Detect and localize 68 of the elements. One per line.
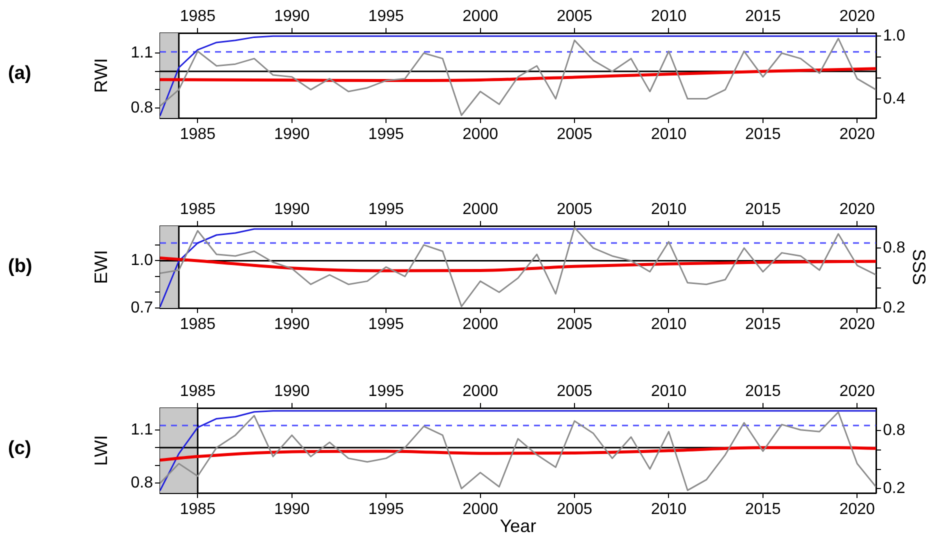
x2-tick-label: 1990 [274, 382, 310, 400]
y2-tick-label: 0.2 [883, 480, 906, 498]
x-tick-label: 1995 [368, 316, 404, 334]
x-tick-label: 2020 [839, 316, 876, 334]
x2-tick-label: 2000 [462, 382, 498, 400]
y-axis-title: LWI [90, 435, 111, 466]
x2-tick-label: 1985 [180, 382, 216, 400]
x2-tick-label: 2010 [650, 8, 687, 25]
x-tick-label: 2010 [650, 126, 687, 144]
x-tick-label: 2020 [839, 126, 876, 144]
y-tick-label: 0.8 [130, 99, 154, 116]
x2-tick-label: 2005 [556, 200, 592, 218]
x2-tick-label: 2010 [650, 382, 687, 400]
x-axis-title: Year [500, 516, 536, 536]
x2-tick-label: 1985 [180, 8, 216, 25]
y2-tick-label: 1.0 [883, 28, 906, 45]
x-tick-label: 2005 [556, 501, 592, 518]
x2-tick-label: 1990 [274, 200, 310, 218]
x-tick-label: 2000 [462, 126, 498, 144]
text: (b) [8, 256, 32, 278]
x-tick-label: 1995 [368, 501, 404, 518]
x2-tick-label: 1985 [180, 200, 216, 218]
y2-axis-title: SSS [909, 248, 930, 286]
x-tick-label: 2010 [650, 501, 687, 518]
text: (c) [8, 438, 32, 460]
x2-tick-label: 2005 [556, 382, 592, 400]
x2-tick-label: 2020 [839, 382, 876, 400]
x-tick-label: 1990 [274, 501, 310, 518]
y-tick-label: 1.0 [130, 252, 154, 270]
y2-tick-label: 0.2 [883, 299, 906, 316]
x-tick-label: 2015 [745, 126, 781, 144]
x2-tick-label: 2020 [839, 200, 876, 218]
x2-tick-label: 2015 [745, 200, 781, 218]
x2-tick-label: 1995 [368, 200, 404, 218]
x-tick-label: 2015 [745, 501, 781, 518]
x-tick-label: 1990 [274, 316, 310, 334]
x-tick-label: 2005 [556, 126, 592, 144]
x2-tick-label: 1995 [368, 8, 404, 25]
y-axis-title: EWI [90, 250, 111, 284]
x-tick-label: 2010 [650, 316, 687, 334]
x2-tick-label: 2020 [839, 8, 876, 25]
x2-tick-label: 2015 [745, 8, 781, 25]
y-axis-title: RWI [90, 58, 111, 93]
x2-tick-label: 2000 [462, 200, 498, 218]
x-tick-label: 2000 [462, 316, 498, 334]
x2-tick-label: 1995 [368, 382, 404, 400]
x-tick-label: 1985 [180, 501, 216, 518]
x2-tick-label: 2005 [556, 8, 592, 25]
y-tick-label: 1.1 [130, 421, 154, 438]
y2-tick-label: 0.4 [883, 90, 906, 108]
x2-tick-label: 2015 [745, 382, 781, 400]
x-tick-label: 1985 [180, 126, 216, 144]
x-tick-label: 1985 [180, 316, 216, 334]
y-tick-label: 0.8 [130, 474, 154, 492]
x-tick-label: 2000 [462, 501, 498, 518]
x-tick-label: 2015 [745, 316, 781, 334]
y2-tick-label: 0.8 [883, 422, 906, 439]
text: (a) [8, 63, 32, 85]
y2-tick-label: 0.8 [883, 239, 906, 256]
x2-tick-label: 2000 [462, 8, 498, 25]
x-tick-label: 2020 [839, 501, 876, 518]
y-tick-label: 0.7 [130, 299, 154, 316]
x2-tick-label: 2010 [650, 200, 687, 218]
x-tick-label: 2005 [556, 316, 592, 334]
x-tick-label: 1990 [274, 126, 310, 144]
x2-tick-label: 1990 [274, 8, 310, 25]
x-tick-label: 1995 [368, 126, 404, 144]
y-tick-label: 1.1 [130, 44, 154, 62]
